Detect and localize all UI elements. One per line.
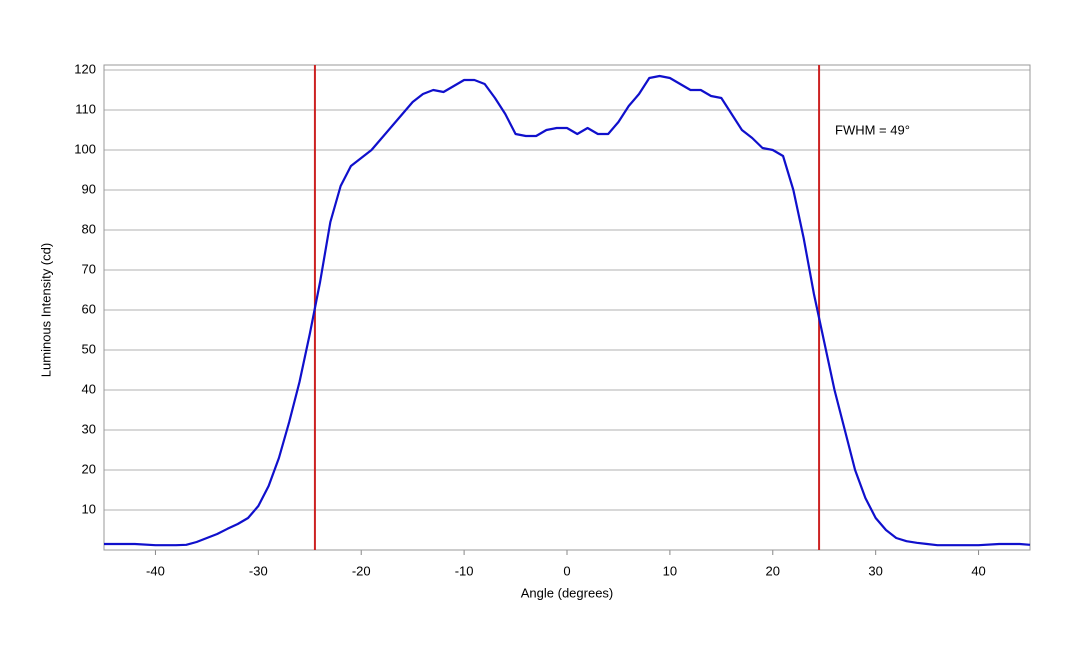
x-tick-label: -10 xyxy=(455,563,474,578)
y-tick-label: 90 xyxy=(82,181,96,196)
y-tick-label: 50 xyxy=(82,341,96,356)
y-tick-label: 60 xyxy=(82,301,96,316)
y-tick-label: 30 xyxy=(82,421,96,436)
y-tick-label: 80 xyxy=(82,221,96,236)
y-tick-label: 20 xyxy=(82,461,96,476)
annotation: FWHM = 49° xyxy=(835,122,910,137)
plot-frame xyxy=(103,64,1031,551)
data-line xyxy=(104,74,1031,547)
y-tick-label: 100 xyxy=(74,141,96,156)
x-tick-label: 40 xyxy=(971,563,985,578)
y-axis-label: Luminous Intensity (cd) xyxy=(38,243,53,377)
y-tick-label: 70 xyxy=(82,261,96,276)
x-tick-label: 30 xyxy=(868,563,882,578)
y-tick-label: 10 xyxy=(82,501,96,516)
y-tick-label: 110 xyxy=(75,101,96,116)
x-tick-label: 20 xyxy=(766,563,780,578)
x-tick-label: 0 xyxy=(563,563,570,578)
x-tick-label: -30 xyxy=(249,563,268,578)
x-tick-label: 10 xyxy=(663,563,677,578)
x-axis-label: Angle (degrees) xyxy=(521,585,614,600)
x-tick-label: -20 xyxy=(352,563,371,578)
y-tick-label: 40 xyxy=(82,381,96,396)
x-tick-label: -40 xyxy=(146,563,165,578)
y-tick-label: 120 xyxy=(74,61,96,76)
